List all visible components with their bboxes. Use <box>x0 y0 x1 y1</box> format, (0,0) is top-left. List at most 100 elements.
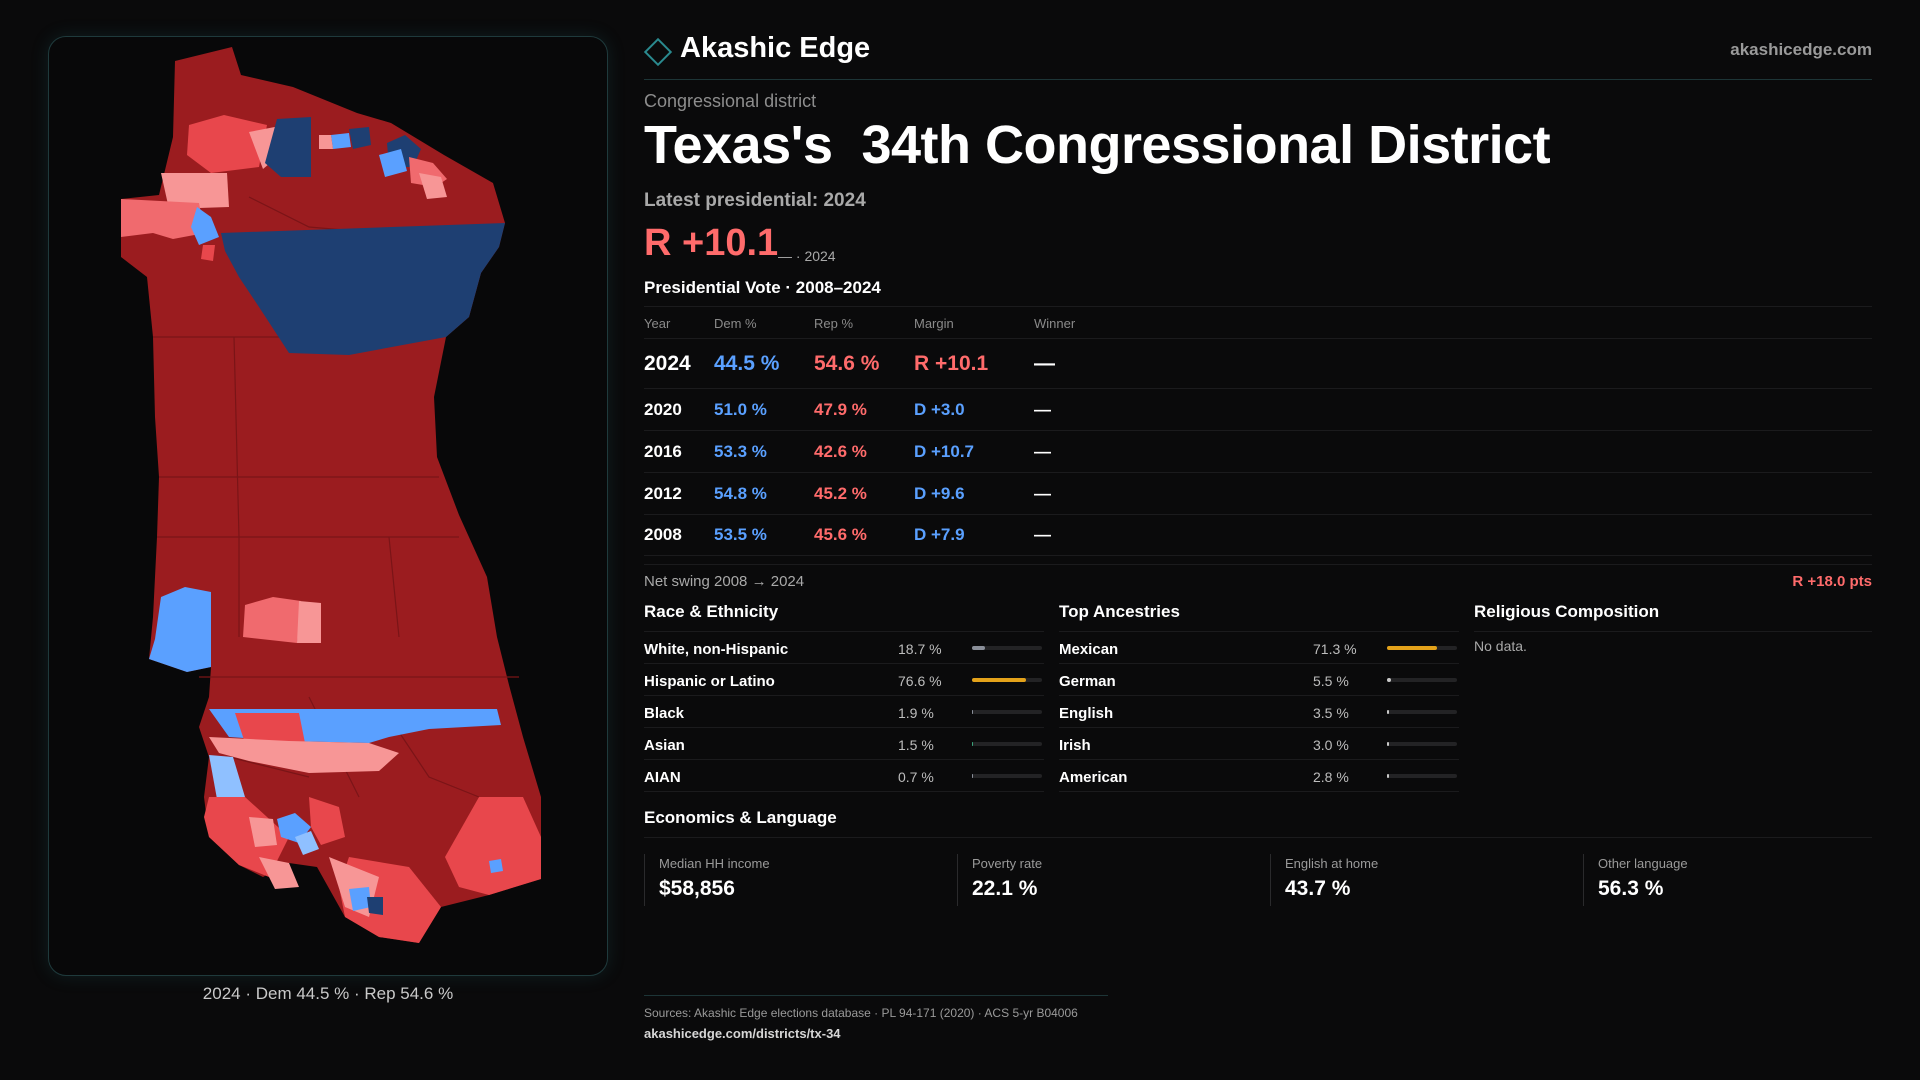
race-label: Black <box>644 705 685 722</box>
econ-value: 56.3 % <box>1598 877 1664 900</box>
cell-winner: — <box>1034 399 1051 419</box>
map-region-north-light-red <box>187 115 267 173</box>
table-row: 2024 44.5 % 54.6 % R +10.1 — <box>644 338 1872 388</box>
econ-stat-income: Median HH income $58,856 <box>644 854 957 906</box>
map-region-ne-dark <box>349 127 371 149</box>
list-item: Hispanic or Latino 76.6 % <box>644 664 1044 696</box>
race-pct: 18.7 % <box>898 641 942 657</box>
brand-name[interactable]: Akashic Edge <box>680 32 871 64</box>
ancestry-bar-fill <box>1387 678 1391 682</box>
district-url-link[interactable]: akashicedge.com/districts/tx-34 <box>644 1026 841 1041</box>
cell-dem: 54.8 % <box>714 483 767 503</box>
col-header-margin: Margin <box>914 316 954 331</box>
map-region-south-red <box>204 797 289 877</box>
ancestry-label: American <box>1059 769 1128 786</box>
econ-stat-poverty: Poverty rate 22.1 % <box>957 854 1270 906</box>
race-bar-fill <box>972 646 986 650</box>
map-region-mid-pink <box>259 857 299 889</box>
latest-margin: R +10.1 <box>644 222 779 264</box>
religion-section: Religious Composition No data. <box>1474 602 1872 654</box>
map-region-south-lightblue <box>209 755 245 799</box>
map-region-south-red-band <box>235 713 305 743</box>
ancestries-heading: Top Ancestries <box>1059 602 1459 632</box>
cell-margin: D +10.7 <box>914 441 975 461</box>
econ-value: 43.7 % <box>1285 877 1351 900</box>
race-pct: 76.6 % <box>898 673 942 689</box>
brand-header: Akashic Edge akashicedge.com <box>643 32 1872 80</box>
cell-year: 2016 <box>644 441 682 461</box>
ancestry-bar-track <box>1387 742 1457 746</box>
race-label: Asian <box>644 737 685 754</box>
map-region-south-pink3 <box>209 737 399 773</box>
cell-rep: 47.9 % <box>814 399 867 419</box>
vote-table-header: Year Dem % Rep % Margin Winner <box>644 306 1872 338</box>
race-pct: 1.5 % <box>898 737 934 753</box>
ancestry-bar-track <box>1387 774 1457 778</box>
map-region-south-cluster-red <box>309 797 345 845</box>
table-row: 2012 54.8 % 45.2 % D +9.6 — <box>644 472 1872 514</box>
table-row: 2008 53.5 % 45.6 % D +7.9 — <box>644 514 1872 556</box>
map-region-west-red <box>121 199 205 239</box>
race-label: Hispanic or Latino <box>644 673 775 690</box>
cell-winner: — <box>1034 483 1051 503</box>
race-bar-fill <box>972 774 974 778</box>
map-region-ne-cluster-pink <box>419 173 447 199</box>
map-region-south-pink <box>243 597 301 643</box>
district-map-panel <box>48 36 608 976</box>
map-region-south-pink2 <box>297 601 321 643</box>
net-swing-label: Net swing 2008 → 2024 <box>644 573 805 590</box>
table-row: 2020 51.0 % 47.9 % D +3.0 — <box>644 388 1872 430</box>
net-swing-value: R +18.0 pts <box>1792 573 1872 590</box>
econ-value: 22.1 % <box>972 877 1038 900</box>
race-bar-track <box>972 678 1042 682</box>
latest-margin-subtext: — · 2024 <box>778 248 836 264</box>
brand-diamond-icon <box>643 37 673 67</box>
cell-margin: R +10.1 <box>914 351 989 375</box>
econ-label: Median HH income <box>659 856 770 871</box>
list-item: AIAN 0.7 % <box>644 760 1044 792</box>
ancestry-pct: 5.5 % <box>1313 673 1349 689</box>
ancestry-bar-fill <box>1387 710 1390 714</box>
cell-margin: D +9.6 <box>914 483 965 503</box>
map-region-south-tip-blue <box>349 887 371 911</box>
table-row: 2016 53.3 % 42.6 % D +10.7 — <box>644 430 1872 472</box>
cell-margin: D +3.0 <box>914 399 965 419</box>
ancestry-pct: 3.0 % <box>1313 737 1349 753</box>
list-item: English 3.5 % <box>1059 696 1459 728</box>
cell-dem: 53.5 % <box>714 525 767 544</box>
cell-year: 2008 <box>644 525 682 544</box>
list-item: Black 1.9 % <box>644 696 1044 728</box>
map-region-north-blue <box>265 117 311 177</box>
religion-heading: Religious Composition <box>1474 602 1872 632</box>
race-bar-fill <box>972 742 974 746</box>
ancestry-label: German <box>1059 673 1116 690</box>
cell-winner: — <box>1034 525 1051 544</box>
cell-rep: 42.6 % <box>814 441 867 461</box>
econ-value: $58,856 <box>659 877 735 900</box>
col-header-dem: Dem % <box>714 316 757 331</box>
cell-rep: 45.2 % <box>814 483 867 503</box>
page-title: Texas's 34th Congressional District <box>644 115 1551 175</box>
race-bar-fill <box>972 678 1026 682</box>
economics-heading: Economics & Language <box>644 808 1872 838</box>
econ-stat-other-language: Other language 56.3 % <box>1583 854 1896 906</box>
map-region-ne-cluster-light <box>379 149 407 177</box>
map-region-west-red-small <box>201 245 215 261</box>
cell-margin: D +7.9 <box>914 525 965 544</box>
ancestry-pct: 2.8 % <box>1313 769 1349 785</box>
col-header-winner: Winner <box>1034 316 1076 331</box>
race-pct: 1.9 % <box>898 705 934 721</box>
map-region-south-cluster-light <box>295 831 319 855</box>
ancestries-section: Top Ancestries Mexican 71.3 % German 5.5… <box>1059 602 1459 792</box>
brand-url-link[interactable]: akashicedge.com <box>1730 40 1872 59</box>
race-bar-track <box>972 710 1042 714</box>
econ-label: English at home <box>1285 856 1379 871</box>
race-bar-track <box>972 742 1042 746</box>
ancestry-bar-track <box>1387 678 1457 682</box>
ancestry-pct: 3.5 % <box>1313 705 1349 721</box>
list-item: Asian 1.5 % <box>644 728 1044 760</box>
race-bar-track <box>972 646 1042 650</box>
ancestry-bar-track <box>1387 646 1457 650</box>
presidential-vote-table: Year Dem % Rep % Margin Winner 2024 44.5… <box>644 306 1872 556</box>
map-caption: 2024 · Dem 44.5 % · Rep 54.6 % <box>202 984 454 1003</box>
